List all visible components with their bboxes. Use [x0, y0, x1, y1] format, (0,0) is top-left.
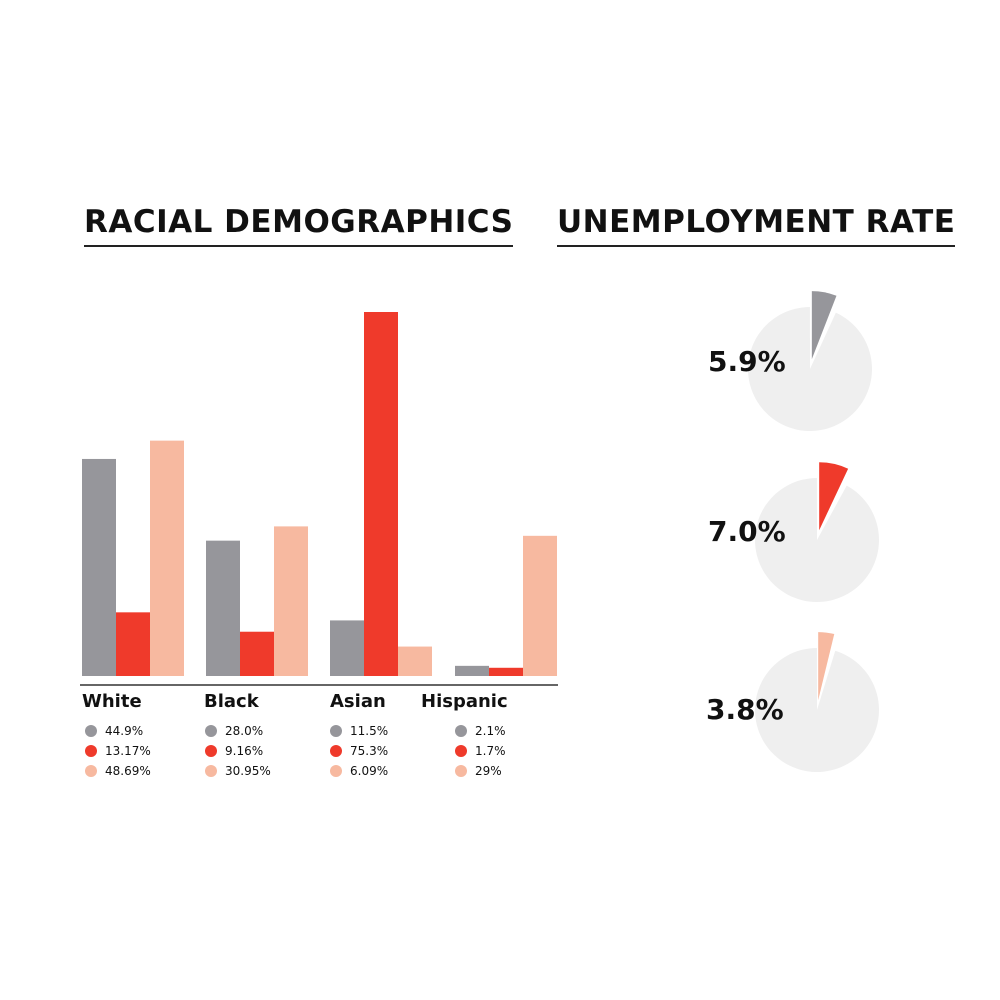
legend-row-black-1: 9.16%	[205, 744, 263, 758]
bar-asian-1	[364, 312, 398, 676]
legend-dot	[205, 745, 217, 757]
bar-black-0	[206, 540, 240, 676]
legend-row-white-0: 44.9%	[85, 724, 143, 738]
legend-dot	[85, 745, 97, 757]
pie-value-label-0: 5.9%	[708, 345, 786, 378]
pie-remainder-2	[755, 648, 880, 772]
category-label-hispanic: Hispanic	[421, 691, 508, 712]
legend-value: 2.1%	[475, 724, 506, 738]
legend-value: 13.17%	[105, 744, 151, 758]
pie-value-label-1: 7.0%	[708, 515, 786, 548]
legend-dot	[455, 745, 467, 757]
legend-row-white-2: 48.69%	[85, 764, 151, 778]
legend-dot	[85, 725, 97, 737]
bar-asian-2	[398, 646, 432, 676]
legend-dot	[330, 745, 342, 757]
legend-value: 44.9%	[105, 724, 144, 738]
bar-asian-0	[330, 620, 364, 676]
bar-white-0	[82, 458, 116, 676]
legend-dot	[455, 725, 467, 737]
pie-remainder-1	[755, 478, 879, 602]
legend-row-black-0: 28.0%	[205, 724, 263, 738]
legend-dot	[85, 765, 97, 777]
legend-value: 28.0%	[225, 724, 264, 738]
pie-slice-0	[811, 291, 837, 360]
legend-dot	[330, 765, 342, 777]
pie-remainder-0	[748, 307, 872, 432]
legend-value: 30.95%	[225, 764, 271, 778]
bar-chart	[80, 312, 558, 686]
bar-hispanic-2	[523, 535, 557, 676]
pie-slice-2	[818, 632, 835, 701]
legend-dot	[330, 725, 342, 737]
legend-dot	[205, 765, 217, 777]
legend-row-black-2: 30.95%	[205, 764, 271, 778]
category-label-white: White	[82, 691, 142, 712]
category-label-asian: Asian	[330, 691, 386, 712]
legend-dot	[455, 765, 467, 777]
bar-black-1	[240, 631, 274, 676]
pie-charts	[748, 291, 880, 772]
category-label-black: Black	[204, 691, 259, 712]
bar-hispanic-1	[489, 667, 523, 676]
legend-row-asian-0: 11.5%	[330, 724, 388, 738]
legend-dot	[205, 725, 217, 737]
legend-value: 48.69%	[105, 764, 151, 778]
legend-row-hispanic-0: 2.1%	[455, 724, 506, 738]
legend-value: 29%	[475, 764, 502, 778]
pie-chart-title: UNEMPLOYMENT RATE	[557, 205, 956, 248]
legend-row-white-1: 13.17%	[85, 744, 151, 758]
pie-value-label-2: 3.8%	[706, 693, 784, 726]
legend-value: 11.5%	[350, 724, 389, 738]
bar-chart-title: RACIAL DEMOGRAPHICS	[84, 205, 514, 248]
bar-hispanic-0	[455, 665, 489, 676]
legend-row-hispanic-2: 29%	[455, 764, 502, 778]
legend-row-asian-1: 75.3%	[330, 744, 388, 758]
pie-slice-1	[819, 462, 849, 531]
legend-value: 75.3%	[350, 744, 389, 758]
legend-value: 6.09%	[350, 764, 389, 778]
legend-value: 9.16%	[225, 744, 264, 758]
bar-black-2	[274, 526, 308, 676]
bar-white-2	[150, 440, 184, 676]
legend-row-asian-2: 6.09%	[330, 764, 388, 778]
legend-row-hispanic-1: 1.7%	[455, 744, 506, 758]
legend-value: 1.7%	[475, 744, 506, 758]
bar-white-1	[116, 612, 150, 676]
